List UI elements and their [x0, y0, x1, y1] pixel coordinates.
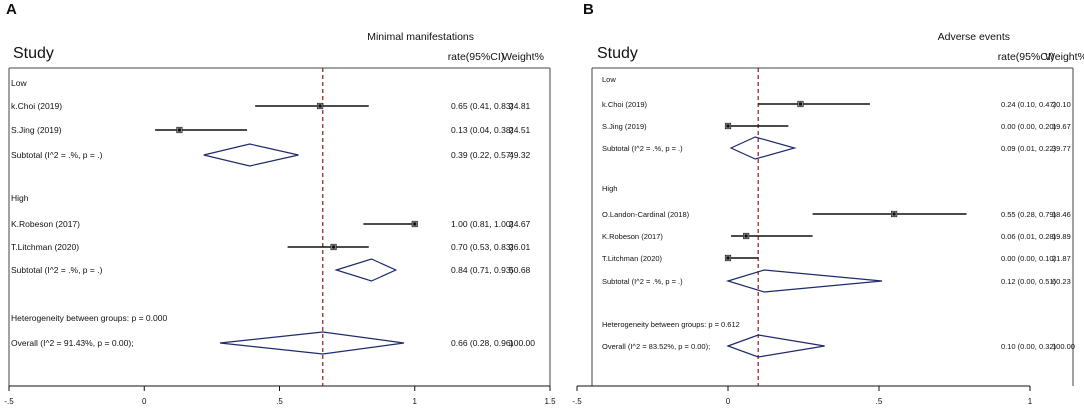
study-point-estimate: [726, 124, 730, 128]
outcome-title: Minimal manifestations: [367, 31, 474, 43]
study-point-estimate: [413, 222, 417, 226]
subtotal-weight-value: 60.23: [1052, 277, 1071, 286]
subtotal-diamond: [729, 136, 797, 160]
subtotal-label: Subtotal (I^2 = .%, p = .): [602, 277, 683, 286]
study-rate-value: 0.70 (0.53, 0.83): [451, 242, 514, 252]
x-tick-label: 1: [413, 397, 418, 406]
study-weight-value: 24.67: [509, 219, 531, 229]
study-rate-value: 0.65 (0.41, 0.83): [451, 101, 514, 111]
study-point-estimate: [318, 104, 322, 108]
study-label: O.Landon-Cardinal (2018): [602, 210, 690, 219]
study-weight-value: 20.10: [1052, 100, 1071, 109]
subtotal-diamond: [203, 143, 299, 167]
study-label: T.Litchman (2020): [602, 254, 663, 263]
overall-label: Overall (I^2 = 91.43%, p = 0.00);: [11, 338, 134, 348]
study-label: S.Jing (2019): [11, 125, 62, 135]
weight-column-header: Weight%: [502, 51, 544, 63]
weight-column-header: Weight%: [1045, 51, 1084, 63]
study-rate-value: 0.06 (0.01, 0.28): [1001, 232, 1057, 241]
study-point-estimate: [892, 212, 896, 216]
x-tick-label: 0: [726, 397, 731, 406]
subtotal-rate-value: 0.12 (0.00, 0.51): [1001, 277, 1057, 286]
x-tick-label: 1: [1028, 397, 1033, 406]
rate-column-header: rate(95%CI): [998, 51, 1055, 63]
heterogeneity-label: Heterogeneity between groups: p = 0.000: [11, 313, 167, 323]
study-point-estimate: [744, 234, 748, 238]
x-tick-label: 1.5: [544, 397, 556, 406]
subtotal-label: Subtotal (I^2 = .%, p = .): [602, 144, 683, 153]
subgroup-label: Low: [11, 78, 27, 88]
subtotal-rate-value: 0.39 (0.22, 0.57): [451, 150, 514, 160]
rate-column-header: rate(95%CI): [448, 51, 505, 63]
subtotal-label: Subtotal (I^2 = .%, p = .): [11, 265, 103, 275]
overall-diamond: [219, 331, 405, 355]
study-weight-value: 24.81: [509, 101, 531, 111]
subtotal-weight-value: 50.68: [509, 265, 531, 275]
study-point-estimate: [726, 256, 730, 260]
study-weight-value: 19.67: [1052, 122, 1071, 131]
study-weight-value: 18.46: [1052, 210, 1071, 219]
panel-label: A: [6, 1, 17, 18]
overall-label: Overall (I^2 = 83.52%, p = 0.00);: [602, 342, 710, 351]
study-point-estimate: [798, 102, 803, 106]
study-point-estimate: [177, 128, 182, 132]
study-weight-value: 26.01: [509, 242, 531, 252]
subtotal-rate-value: 0.09 (0.01, 0.22): [1001, 144, 1057, 153]
overall-rate-value: 0.10 (0.00, 0.32): [1001, 342, 1057, 351]
overall-diamond: [726, 334, 825, 358]
subgroup-label: High: [602, 184, 617, 193]
study-weight-value: 21.87: [1052, 254, 1071, 263]
heterogeneity-label: Heterogeneity between groups: p = 0.612: [602, 320, 740, 329]
study-label: T.Litchman (2020): [11, 242, 79, 252]
panel-label: B: [583, 1, 594, 18]
overall-rate-value: 0.66 (0.28, 0.96): [451, 338, 514, 348]
x-tick-label: -.5: [4, 397, 14, 406]
subtotal-label: Subtotal (I^2 = .%, p = .): [11, 150, 103, 160]
study-column-header: Study: [13, 45, 54, 62]
study-label: K.Robeson (2017): [602, 232, 663, 241]
study-label: k.Choi (2019): [11, 101, 62, 111]
subtotal-weight-value: 49.32: [509, 150, 531, 160]
subtotal-diamond: [334, 258, 398, 282]
study-weight-value: 19.89: [1052, 232, 1071, 241]
subtotal-weight-value: 39.77: [1052, 144, 1071, 153]
study-rate-value: 0.00 (0.00, 0.20): [1001, 122, 1057, 131]
x-tick-label: .5: [876, 397, 883, 406]
study-column-header: Study: [597, 45, 638, 62]
study-label: K.Robeson (2017): [11, 219, 80, 229]
subtotal-rate-value: 0.84 (0.71, 0.93): [451, 265, 514, 275]
x-tick-label: 0: [142, 397, 147, 406]
study-label: k.Choi (2019): [602, 100, 648, 109]
x-tick-label: .5: [276, 397, 283, 406]
x-tick-label: -.5: [572, 397, 582, 406]
outcome-title: Adverse events: [938, 31, 1010, 43]
study-weight-value: 24.51: [509, 125, 531, 135]
subgroup-label: Low: [602, 75, 616, 84]
study-rate-value: 1.00 (0.81, 1.00): [451, 219, 514, 229]
study-label: S.Jing (2019): [602, 122, 647, 131]
study-rate-value: 0.55 (0.28, 0.79): [1001, 210, 1057, 219]
overall-weight-value: 100.00: [1052, 342, 1075, 351]
subgroup-label: High: [11, 193, 29, 203]
study-rate-value: 0.13 (0.04, 0.38): [451, 125, 514, 135]
study-rate-value: 0.24 (0.10, 0.47): [1001, 100, 1057, 109]
study-point-estimate: [332, 245, 336, 249]
study-rate-value: 0.00 (0.00, 0.10): [1001, 254, 1057, 263]
overall-weight-value: 100.00: [509, 338, 535, 348]
subtotal-diamond: [725, 269, 883, 293]
